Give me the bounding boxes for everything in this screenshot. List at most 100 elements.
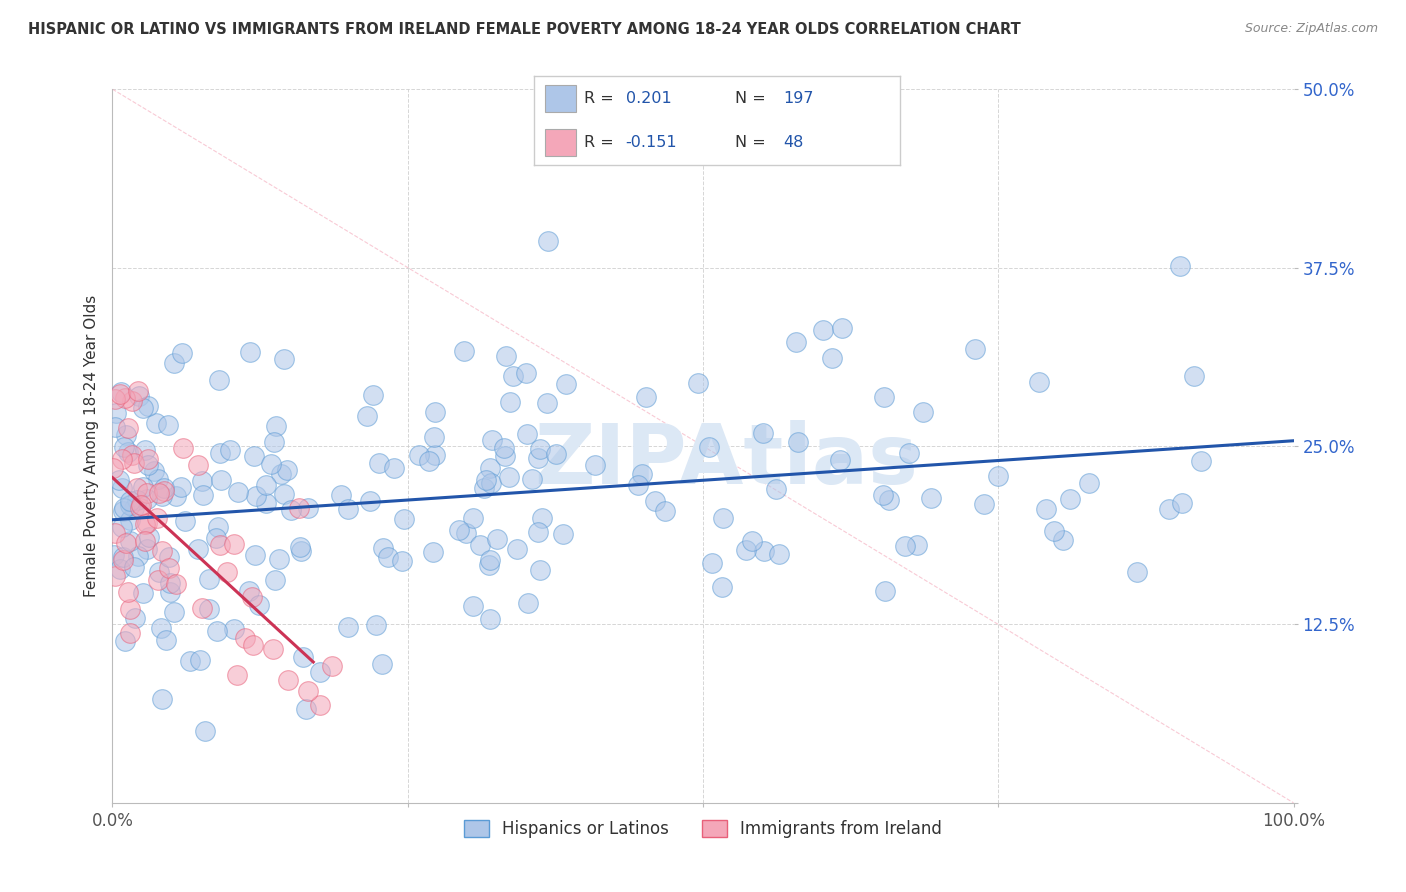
- Text: R =: R =: [583, 136, 619, 150]
- Point: [193, 488, 215, 502]
- Point: [107, 473, 129, 487]
- Point: [127, 492, 149, 507]
- Point: [254, 478, 277, 492]
- Point: [337, 502, 360, 516]
- Point: [391, 554, 413, 568]
- Point: [205, 531, 228, 545]
- Point: [356, 409, 378, 423]
- Point: [112, 501, 135, 516]
- Point: [785, 335, 807, 350]
- Point: [529, 442, 551, 457]
- Point: [226, 484, 249, 499]
- Point: [873, 584, 896, 599]
- Point: [157, 561, 180, 575]
- Point: [468, 538, 491, 552]
- Point: [288, 500, 311, 515]
- Point: [127, 384, 149, 398]
- Point: [145, 511, 167, 525]
- Point: [527, 450, 550, 465]
- Point: [371, 541, 394, 555]
- Text: 48: 48: [783, 136, 803, 150]
- Point: [115, 535, 138, 549]
- Point: [368, 456, 391, 470]
- Point: [150, 543, 173, 558]
- Point: [392, 512, 415, 526]
- Point: [583, 458, 606, 472]
- Point: [146, 574, 169, 588]
- Point: [554, 376, 576, 391]
- Point: [138, 530, 160, 544]
- Point: [125, 482, 148, 496]
- Point: [475, 474, 498, 488]
- Point: [136, 485, 159, 500]
- Point: [104, 568, 127, 582]
- Point: [506, 541, 529, 556]
- Point: [644, 494, 666, 508]
- Text: Source: ZipAtlas.com: Source: ZipAtlas.com: [1244, 22, 1378, 36]
- Point: [495, 349, 517, 363]
- Point: [267, 551, 290, 566]
- Point: [209, 446, 232, 460]
- Point: [711, 580, 734, 594]
- Point: [128, 389, 150, 403]
- Point: [288, 540, 311, 554]
- Point: [188, 653, 211, 667]
- Point: [377, 550, 399, 565]
- Point: [520, 472, 543, 486]
- Point: [118, 513, 141, 527]
- Point: [104, 419, 127, 434]
- Point: [479, 476, 502, 491]
- Point: [634, 390, 657, 404]
- Point: [129, 500, 152, 515]
- Point: [517, 596, 540, 610]
- Point: [136, 458, 159, 472]
- Point: [198, 602, 221, 616]
- Point: [337, 620, 360, 634]
- Point: [122, 500, 145, 515]
- Point: [134, 443, 156, 458]
- Bar: [546, 129, 576, 156]
- Point: [297, 684, 319, 698]
- Point: [114, 634, 136, 648]
- Point: [104, 526, 127, 541]
- Point: [163, 356, 186, 370]
- Point: [134, 534, 156, 549]
- Point: [132, 480, 155, 494]
- Point: [631, 467, 654, 481]
- Point: [273, 351, 295, 366]
- Point: [479, 461, 502, 475]
- Point: [152, 481, 174, 495]
- Point: [447, 523, 470, 537]
- Point: [1077, 476, 1099, 491]
- Point: [987, 468, 1010, 483]
- Point: [711, 511, 734, 525]
- Point: [787, 435, 810, 450]
- Point: [243, 548, 266, 562]
- Point: [830, 452, 852, 467]
- Point: [165, 490, 187, 504]
- Point: [479, 552, 502, 566]
- Point: [280, 503, 302, 517]
- Point: [226, 668, 249, 682]
- Point: [422, 545, 444, 559]
- Point: [973, 497, 995, 511]
- Point: [149, 621, 172, 635]
- Point: [359, 493, 381, 508]
- Point: [191, 601, 214, 615]
- Point: [463, 511, 485, 525]
- Point: [263, 435, 285, 450]
- Point: [145, 416, 167, 430]
- Point: [700, 557, 723, 571]
- Point: [291, 650, 314, 665]
- Point: [197, 572, 219, 586]
- Point: [1059, 491, 1081, 506]
- Point: [527, 524, 550, 539]
- Point: [461, 599, 484, 614]
- Point: [408, 449, 430, 463]
- Point: [290, 544, 312, 558]
- Point: [686, 376, 709, 390]
- Point: [207, 519, 229, 533]
- Point: [136, 542, 159, 557]
- Point: [112, 549, 135, 564]
- Text: N =: N =: [735, 91, 772, 105]
